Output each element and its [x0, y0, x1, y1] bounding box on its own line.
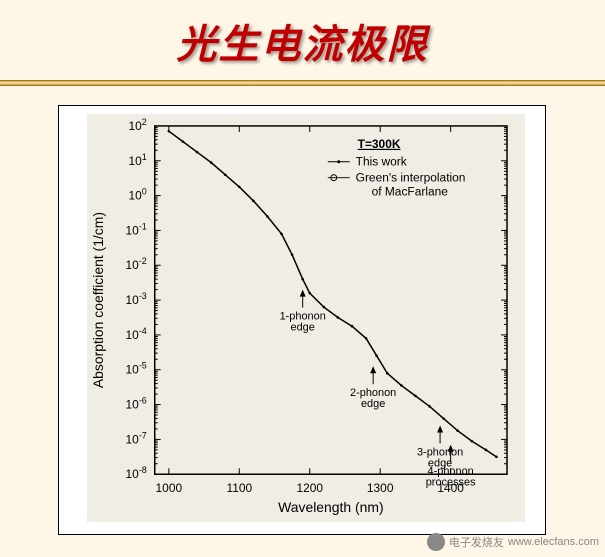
svg-text:10-5: 10-5 — [126, 361, 147, 377]
slide-divider — [0, 80, 605, 86]
svg-text:edge: edge — [291, 321, 315, 333]
svg-text:Green's interpolation: Green's interpolation — [356, 171, 466, 185]
svg-text:101: 101 — [129, 152, 147, 168]
watermark-url: www.elecfans.com — [508, 536, 599, 548]
watermark: 电子发烧友 www.elecfans.com — [427, 533, 599, 551]
svg-text:This work: This work — [356, 155, 407, 169]
title-bar: 光生电流极限 — [0, 0, 605, 80]
svg-text:10-2: 10-2 — [126, 256, 147, 272]
watermark-brand: 电子发烧友 — [449, 534, 504, 550]
svg-text:1300: 1300 — [367, 481, 394, 495]
svg-text:10-1: 10-1 — [126, 221, 147, 237]
chart-plot-area: 1000110012001300140010-810-710-610-510-4… — [87, 114, 525, 522]
svg-text:1000: 1000 — [156, 481, 183, 495]
svg-text:102: 102 — [129, 117, 147, 133]
svg-text:10-3: 10-3 — [126, 291, 147, 307]
absorption-chart: 1000110012001300140010-810-710-610-510-4… — [87, 114, 525, 522]
svg-text:1100: 1100 — [226, 481, 252, 495]
svg-text:10-4: 10-4 — [126, 326, 147, 342]
svg-text:processes: processes — [426, 476, 476, 488]
svg-text:edge: edge — [361, 398, 385, 410]
slide-title: 光生电流极限 — [0, 12, 605, 70]
chart-container: 1000110012001300140010-810-710-610-510-4… — [58, 105, 546, 535]
svg-text:10-8: 10-8 — [126, 465, 147, 481]
svg-text:of MacFarlane: of MacFarlane — [372, 185, 449, 199]
svg-text:1200: 1200 — [296, 481, 323, 495]
watermark-logo-icon — [427, 533, 445, 551]
svg-text:Wavelength (nm): Wavelength (nm) — [278, 499, 383, 515]
svg-text:10-6: 10-6 — [126, 396, 147, 412]
svg-text:10-7: 10-7 — [126, 430, 147, 446]
svg-text:Absorption coefficient (1/cm): Absorption coefficient (1/cm) — [90, 212, 106, 388]
svg-text:100: 100 — [129, 187, 147, 203]
svg-text:T=300K: T=300K — [358, 137, 401, 151]
